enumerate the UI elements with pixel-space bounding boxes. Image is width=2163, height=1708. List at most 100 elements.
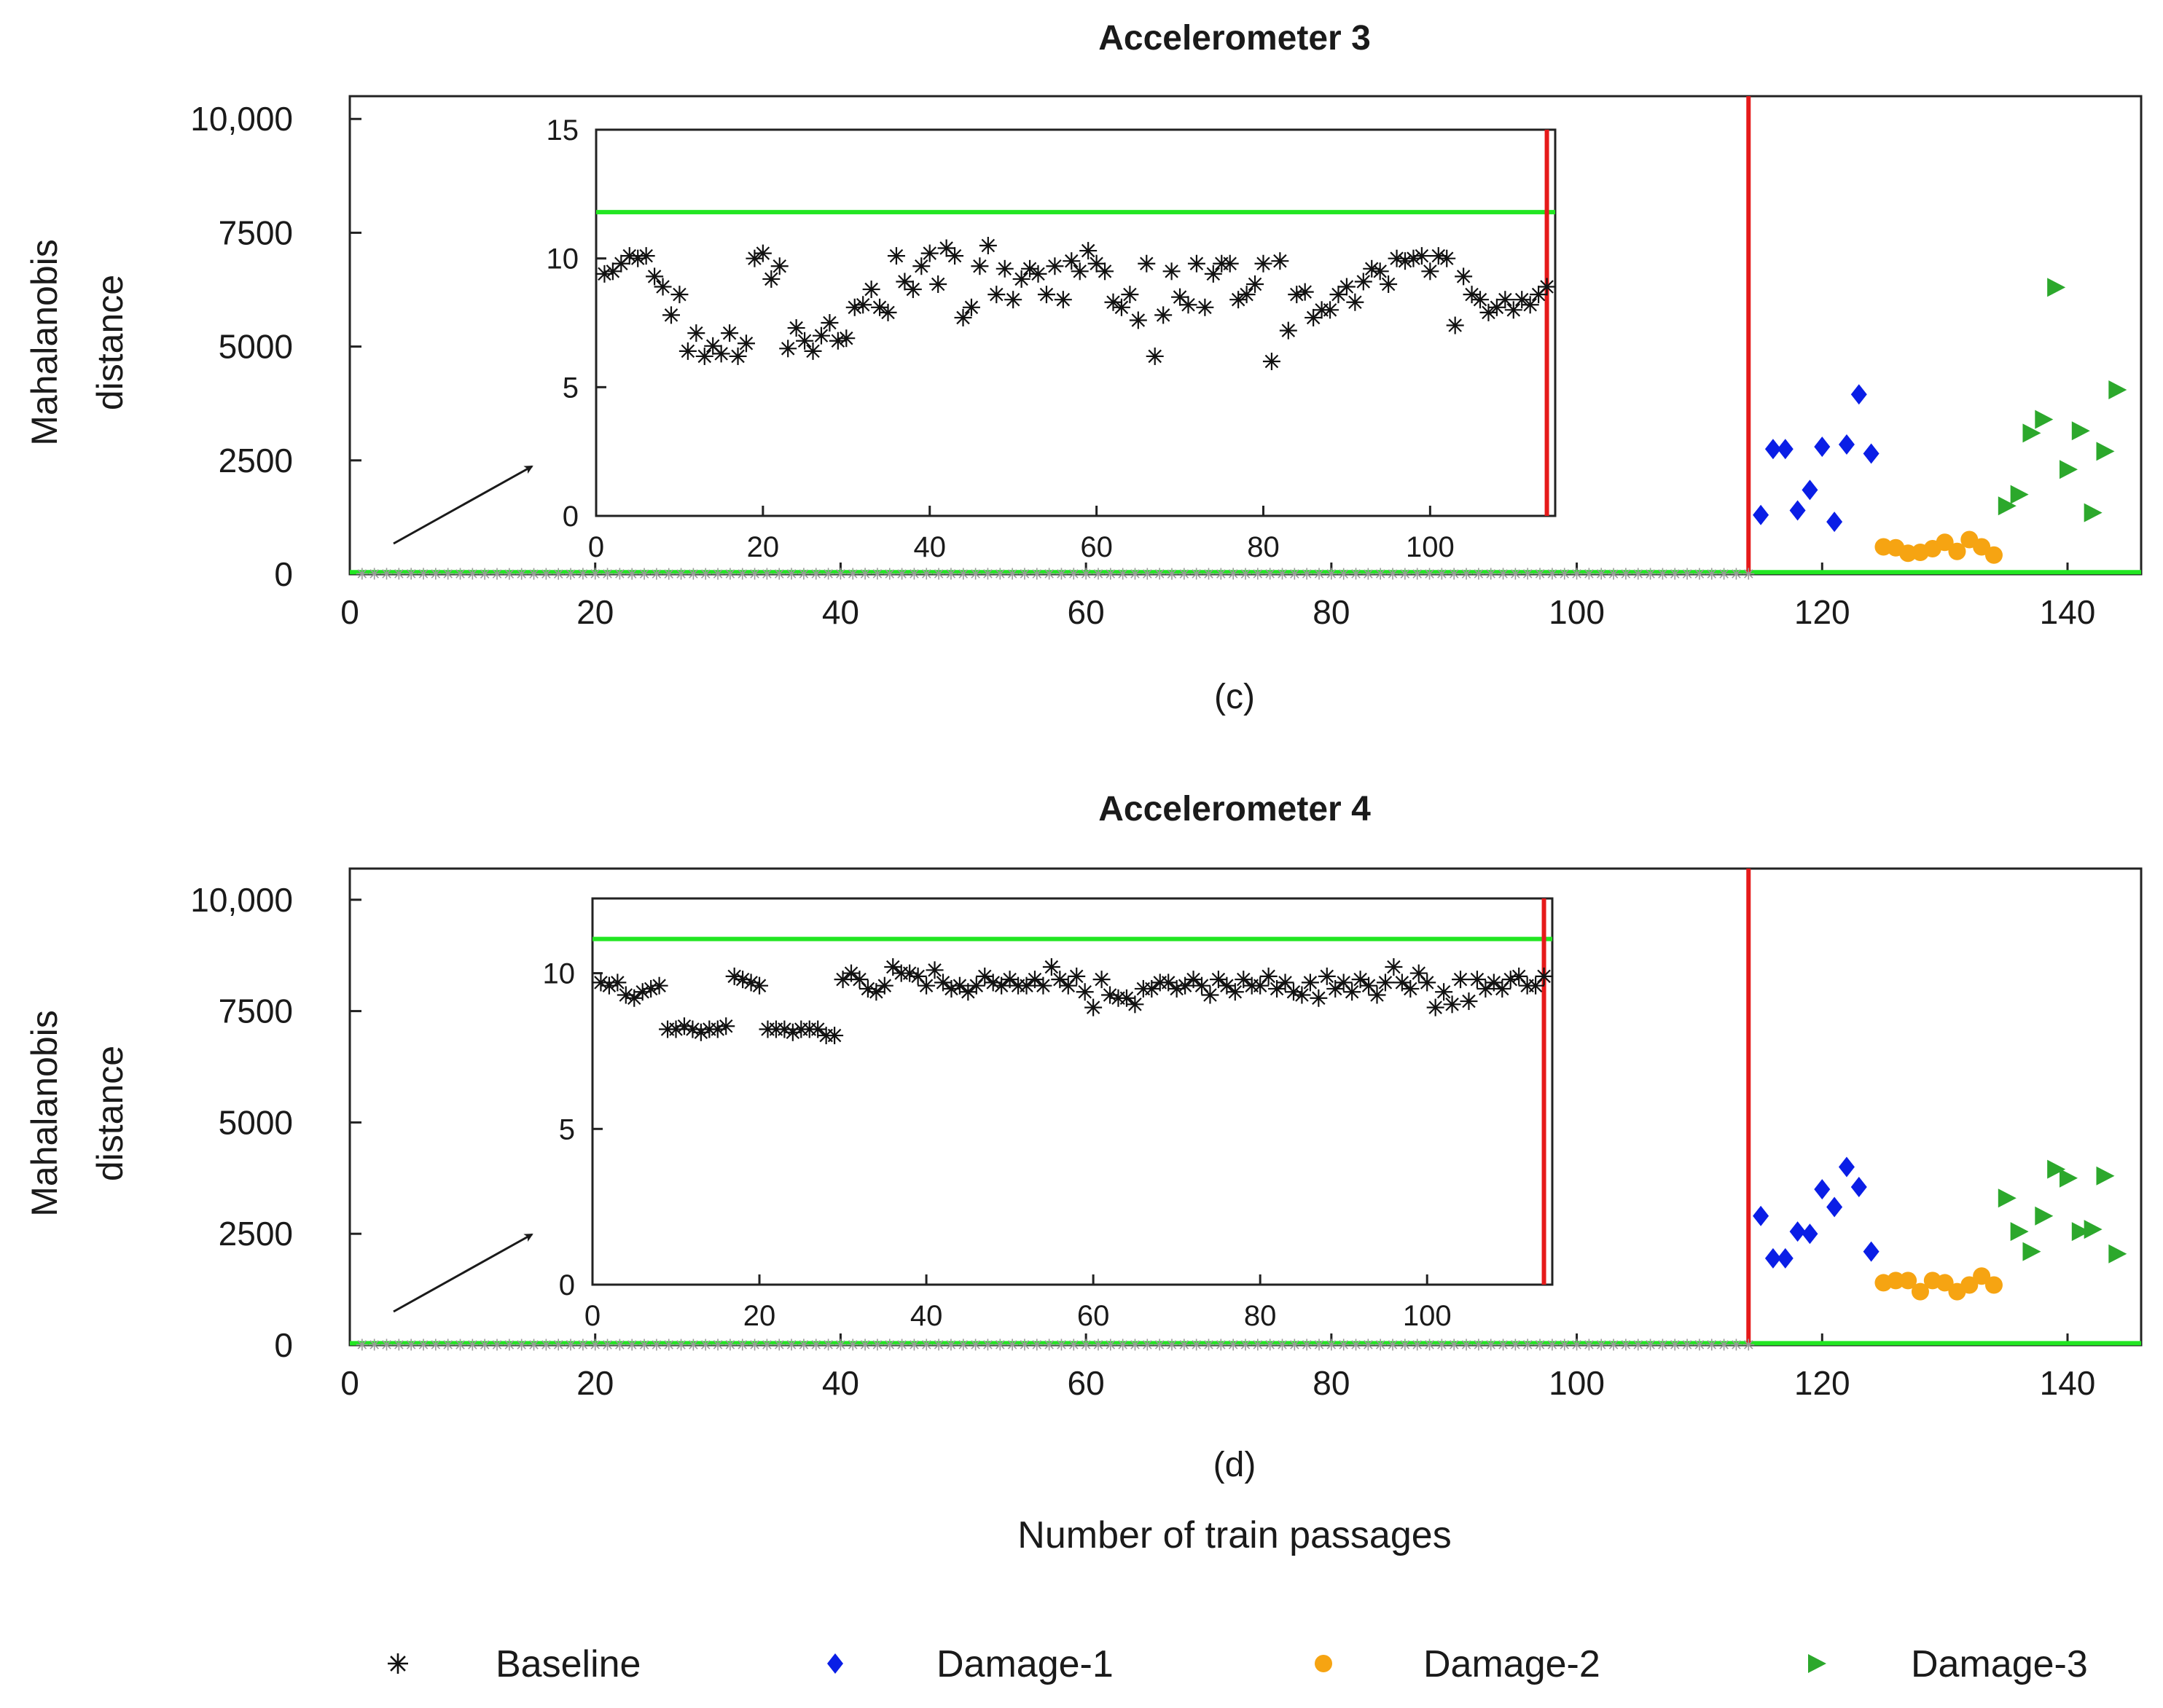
inset-baseline-point [918, 976, 936, 995]
baseline-point [1337, 568, 1350, 580]
x-tick-label: 0 [340, 593, 359, 631]
baseline-point [724, 568, 736, 580]
baseline-point [1472, 1339, 1485, 1351]
baseline-point [1583, 568, 1595, 580]
inset-baseline-point [637, 247, 655, 265]
inset-baseline-point [1251, 976, 1270, 995]
inset-y-tick-label: 10 [543, 958, 576, 990]
inset-baseline-point [1271, 252, 1289, 270]
baseline-point [982, 568, 994, 580]
inset-baseline-point [887, 247, 905, 265]
baseline-point [393, 1339, 405, 1351]
baseline-point [859, 568, 872, 580]
y-tick-label: 10,000 [190, 100, 293, 138]
baseline-point [429, 568, 442, 580]
panel-label: (c) [1214, 678, 1255, 716]
inset-baseline-point [1279, 321, 1297, 340]
damage-1-point [1753, 504, 1769, 525]
damage-3-point [2084, 1220, 2103, 1239]
baseline-point [871, 568, 883, 580]
baseline-point [1718, 568, 1730, 580]
baseline-point [761, 568, 773, 580]
legend-label-baseline: Baseline [496, 1643, 641, 1685]
baseline-point [1240, 1339, 1251, 1351]
inset-baseline-point [1471, 291, 1490, 309]
baseline-point [1030, 1339, 1043, 1351]
inset-baseline-point [1229, 291, 1248, 309]
inset-baseline-point [1343, 983, 1361, 1001]
inset-baseline-point [1129, 311, 1147, 329]
baseline-point [503, 568, 515, 580]
baseline-point [466, 568, 479, 580]
baseline-point [1350, 1339, 1362, 1351]
inset-baseline-point [1435, 983, 1453, 1001]
baseline-point [1350, 568, 1362, 580]
inset-y-tick-label: 0 [563, 501, 579, 533]
inset-baseline-point [1235, 971, 1253, 989]
panel-accelerometer-4: Accelerometer 4 Mahalanobis distance (d)… [24, 790, 2143, 1484]
baseline-point [786, 1339, 798, 1351]
baseline-point [847, 1339, 859, 1351]
inset-baseline-point [1126, 995, 1144, 1014]
inset-baseline-point [1443, 995, 1461, 1014]
inset-baseline-point [629, 249, 647, 267]
baseline-point [405, 568, 418, 580]
inset-baseline-point [1385, 958, 1403, 976]
x-tick-label: 120 [1794, 593, 1850, 631]
baseline-point [859, 1339, 872, 1351]
baseline-point [675, 568, 687, 580]
inset-x-tick-label: 60 [1080, 531, 1113, 563]
baseline-point [933, 1339, 945, 1351]
baseline-point [1129, 568, 1141, 580]
damage-1-point [1826, 1196, 1843, 1218]
inset-baseline-point [704, 337, 722, 355]
baseline-point [1522, 1339, 1534, 1351]
baseline-point [1644, 1339, 1657, 1351]
baseline-point [1116, 568, 1129, 580]
damage-3-point [2022, 1242, 2041, 1261]
baseline-point [1251, 1339, 1264, 1351]
baseline-point [515, 1339, 528, 1351]
baseline-point [614, 1339, 626, 1351]
damage-1-point [1863, 1241, 1880, 1262]
baseline-point [773, 1339, 786, 1351]
x-axis-label: Number of train passages [1017, 1514, 1451, 1556]
damage-3-point [2059, 460, 2078, 479]
damage-1-point [1850, 1177, 1867, 1198]
inset-baseline-point [1455, 267, 1473, 286]
baseline-point [1190, 1339, 1202, 1351]
baseline-point [1608, 568, 1620, 580]
inset-baseline-point [854, 296, 872, 314]
inset-baseline-point [1096, 262, 1114, 281]
baseline-point [1497, 568, 1509, 580]
baseline-point [528, 568, 540, 580]
inset-baseline-point [1521, 296, 1539, 314]
inset-baseline-point [600, 976, 618, 995]
inset-baseline-point [1463, 286, 1481, 304]
baseline-point [1595, 1339, 1608, 1351]
inset-baseline-point [712, 345, 730, 363]
inset-baseline-point [650, 976, 668, 995]
inset-baseline-point [1004, 291, 1022, 309]
damage-1-point [1814, 436, 1831, 458]
baseline-point [994, 568, 1006, 580]
inset-x-tick-label: 80 [1244, 1300, 1277, 1332]
chart-title: Accelerometer 3 [1098, 19, 1371, 58]
damage-2-point [1973, 538, 1991, 556]
inset-baseline-point [1479, 303, 1498, 321]
baseline-point [1202, 1339, 1215, 1351]
inset-baseline-point [1187, 254, 1205, 273]
baseline-point [1362, 568, 1374, 580]
baseline-point [1202, 568, 1215, 580]
baseline-point [1595, 568, 1608, 580]
inset-baseline-point [1162, 262, 1181, 281]
panel-accelerometer-3: Accelerometer 3 Mahalanobis distance (c)… [24, 19, 2143, 716]
inset-baseline-point [670, 286, 689, 304]
inset-baseline-point [717, 1017, 735, 1035]
baseline-point [552, 568, 565, 580]
baseline-point [1742, 568, 1755, 580]
baseline-point [565, 1339, 577, 1351]
baseline-point [810, 568, 822, 580]
inset-baseline-point [1296, 283, 1314, 301]
legend: Baseline Damage-1 Damage-2 Damage-3 [388, 1643, 2088, 1685]
